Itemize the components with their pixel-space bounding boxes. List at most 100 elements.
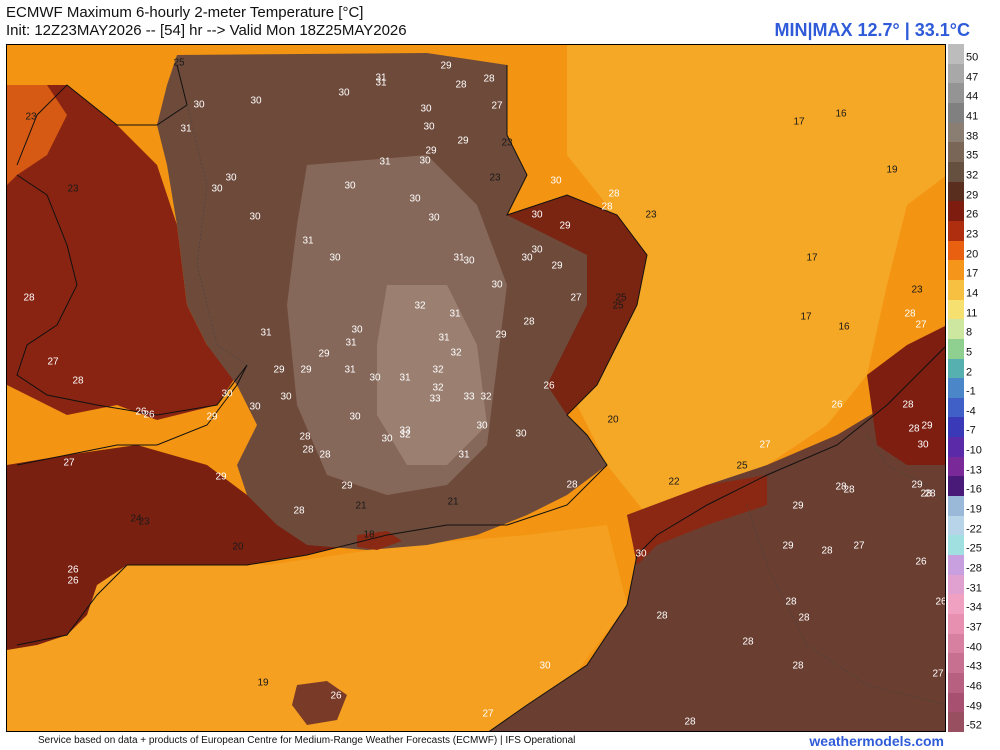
temperature-label: 29 [495, 330, 507, 341]
temperature-label: 31 [375, 73, 387, 84]
temperature-label: 29 [206, 412, 218, 423]
temperature-label: 33 [399, 426, 411, 437]
temperature-label: 30 [249, 402, 261, 413]
temperature-label: 26 [67, 565, 79, 576]
temperature-label: 28 [902, 400, 914, 411]
colorbar-tick-label: 29 [966, 189, 979, 202]
isle-of-wight-land [357, 531, 402, 550]
colorbar-swatch [948, 240, 964, 261]
temperature-label: 21 [355, 501, 367, 512]
temperature-label: 30 [349, 412, 361, 423]
colorbar-tick-label: -40 [966, 641, 982, 654]
temperature-label: 28 [792, 661, 804, 672]
temperature-label: 30 [344, 181, 356, 192]
colorbar-tick-label: -37 [966, 621, 982, 634]
temperature-label: 17 [793, 117, 805, 128]
temperature-label: 27 [915, 320, 927, 331]
temperature-label: 28 [483, 74, 495, 85]
anglesey-land [7, 85, 67, 185]
colorbar-tick-label: -25 [966, 542, 982, 555]
temperature-label: 26 [67, 576, 79, 587]
temperature-label: 25 [612, 301, 624, 312]
colorbar-tick-label: 44 [966, 90, 979, 103]
colorbar-swatch [948, 142, 964, 163]
temperature-label: 23 [501, 138, 513, 149]
temperature-label: 31 [302, 236, 314, 247]
colorbar-tick-label: -1 [966, 385, 976, 398]
temperature-label: 28 [798, 613, 810, 624]
temperature-label: 30 [249, 212, 261, 223]
temperature-label: 29 [457, 136, 469, 147]
colorbar-tick-label: 41 [966, 110, 979, 123]
temperature-label: 32 [480, 392, 492, 403]
temperature-label: 26 [143, 410, 155, 421]
temperature-label: 30 [280, 392, 292, 403]
colorbar-tick-label: 5 [966, 346, 973, 359]
temperature-label: 31 [449, 309, 461, 320]
colorbar-swatch [948, 633, 964, 654]
temperature-label: 30 [539, 661, 551, 672]
colorbar-swatch [948, 102, 964, 124]
colorbar-swatch [948, 496, 964, 517]
temperature-label: 28 [843, 485, 855, 496]
colorbar-swatch [948, 378, 964, 399]
temperature-label: 31 [345, 338, 357, 349]
colorbar-swatch [948, 201, 964, 222]
colorbar-swatch [948, 515, 964, 536]
temperature-label: 28 [908, 424, 920, 435]
temperature-label: 29 [440, 61, 452, 72]
colorbar-tick-label: 23 [966, 228, 979, 241]
colorbar-tick-label: 20 [966, 248, 979, 261]
temperature-label: 23 [911, 285, 923, 296]
temperature-label: 30 [531, 245, 543, 256]
temperature-label: 30 [329, 253, 341, 264]
temperature-label: 28 [72, 376, 84, 387]
channel-islands-land [292, 681, 347, 725]
temperature-label: 18 [363, 530, 375, 541]
colorbar-tick-label: 26 [966, 208, 979, 221]
colorbar-tick-label: 8 [966, 326, 973, 339]
temperature-label: 20 [232, 542, 244, 553]
colorbar-tick-label: -43 [966, 660, 982, 673]
temperature-label: 29 [300, 365, 312, 376]
north-sea-area [567, 45, 945, 515]
temperature-label: 28 [924, 489, 936, 500]
colorbar-tick-label: 47 [966, 71, 979, 84]
colorbar-tick-label: -49 [966, 700, 982, 713]
colorbar-swatch [948, 555, 964, 576]
min-max-readout: MIN|MAX 12.7° | 33.1°C [774, 20, 970, 40]
temperature-label: 26 [935, 597, 946, 608]
temperature-label: 31 [260, 328, 272, 339]
colorbar-swatch [948, 44, 964, 65]
temperature-label: 23 [67, 184, 79, 195]
temperature-label: 21 [447, 497, 459, 508]
temperature-label: 31 [458, 450, 470, 461]
colorbar-swatch [948, 83, 964, 104]
temperature-label: 30 [381, 434, 393, 445]
temperature-label: 30 [550, 176, 562, 187]
temperature-label: 30 [369, 373, 381, 384]
temperature-label: 22 [668, 477, 680, 488]
admin-borders [186, 104, 945, 705]
colorbar-swatch [948, 122, 964, 143]
temperature-label: 20 [607, 415, 619, 426]
temperature-label: 29 [559, 221, 571, 232]
colorbar-swatch [948, 476, 964, 497]
temperature-label: 32 [399, 430, 411, 441]
temperature-label: 29 [551, 261, 563, 272]
temperature-label: 32 [450, 348, 462, 359]
colorbar-tick-label: 32 [966, 169, 979, 182]
temperature-label: 30 [193, 100, 205, 111]
brand-link[interactable]: weathermodels.com [809, 733, 944, 749]
temperature-label: 32 [414, 301, 426, 312]
temperature-label: 31 [438, 333, 450, 344]
temperature-label: 26 [543, 381, 555, 392]
map-title: ECMWF Maximum 6-hourly 2-meter Temperatu… [6, 4, 364, 21]
colorbar-tick-label: -16 [966, 483, 982, 496]
temperature-label: 30 [409, 194, 421, 205]
temperature-label: 30 [419, 156, 431, 167]
colorbar-swatch [948, 614, 964, 635]
temperature-label: 30 [491, 280, 503, 291]
temperature-label: 27 [759, 440, 771, 451]
